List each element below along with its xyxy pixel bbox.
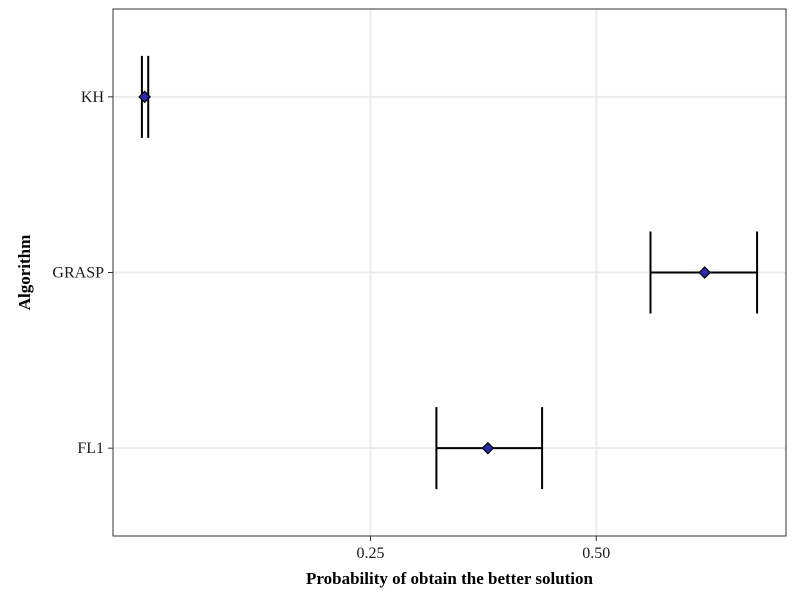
- x-tick-label: 0.25: [356, 545, 384, 562]
- x-axis-ticks: 0.25 0.50: [356, 536, 610, 562]
- x-axis-title: Probability of obtain the better solutio…: [306, 569, 594, 588]
- y-tick-label: KH: [81, 89, 105, 106]
- y-axis-ticks: FL1 GRASP KH: [52, 89, 113, 457]
- y-tick-label: GRASP: [52, 265, 104, 282]
- y-axis-title: Algorithm: [15, 235, 34, 311]
- y-tick-label: FL1: [77, 440, 104, 457]
- point-marker: [138, 90, 151, 104]
- x-tick-label: 0.50: [582, 545, 610, 562]
- markers: [138, 90, 712, 455]
- point-marker: [481, 441, 495, 455]
- point-marker: [698, 266, 712, 279]
